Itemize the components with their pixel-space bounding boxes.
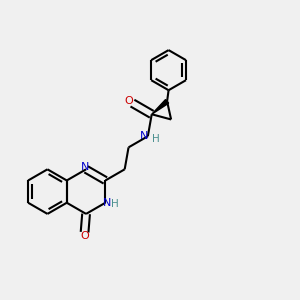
Polygon shape bbox=[152, 100, 169, 114]
Text: O: O bbox=[80, 231, 89, 241]
Text: N: N bbox=[140, 131, 148, 141]
Text: H: H bbox=[152, 134, 160, 144]
Text: O: O bbox=[124, 96, 133, 106]
Text: H: H bbox=[111, 199, 119, 209]
Text: N: N bbox=[80, 162, 89, 172]
Text: N: N bbox=[103, 198, 111, 208]
